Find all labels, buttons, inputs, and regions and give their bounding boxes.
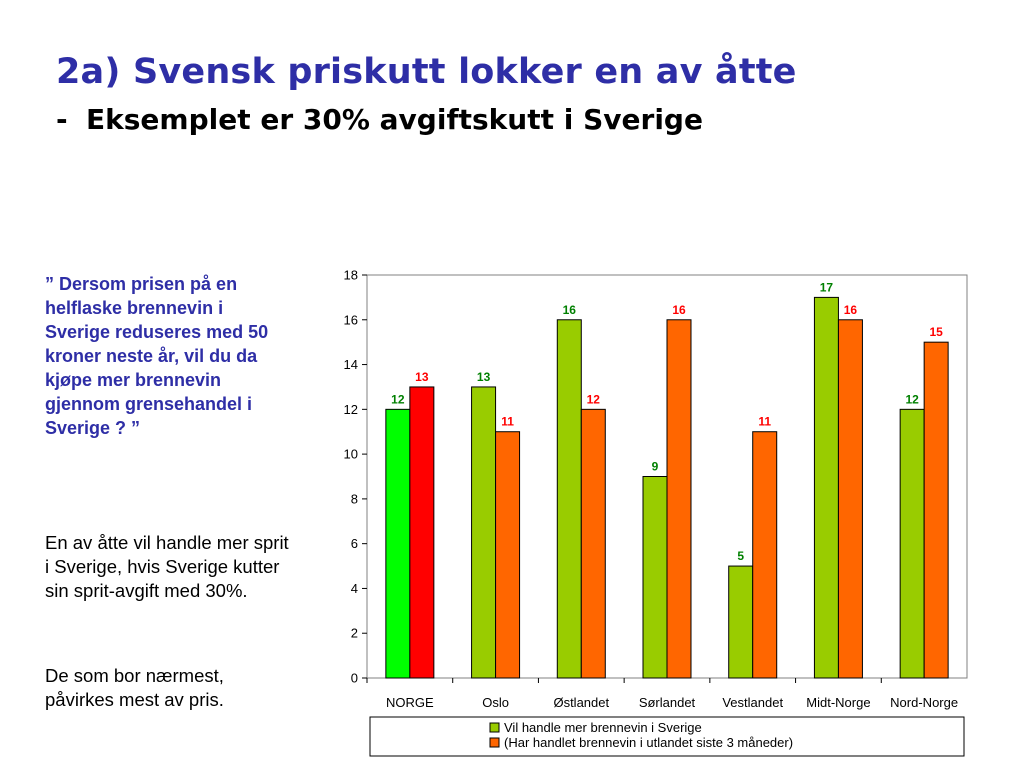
bar: [580, 408, 606, 679]
bar: [556, 319, 582, 679]
data-label: 16: [844, 303, 858, 317]
finding-paragraph: En av åtte vil handle mer sprit i Sverig…: [45, 532, 289, 601]
subtitle-text: Eksemplet er 30% avgiftskutt i Sverige: [86, 103, 703, 136]
y-tick-label: 6: [351, 536, 358, 551]
y-tick-label: 16: [344, 312, 358, 327]
bar-chart: 0 2 4 6 8 10 12 14 16 18 NORGE Oslo Østlandet Sørland…: [344, 268, 968, 757]
y-tick-label: 18: [344, 268, 358, 283]
data-label: 13: [415, 370, 429, 384]
legend: [369, 716, 965, 757]
data-label: 11: [758, 415, 771, 429]
data-label: 16: [672, 303, 686, 317]
bar: [813, 296, 839, 679]
y-tick-label: 12: [344, 402, 358, 417]
y-tick-label: 14: [344, 357, 358, 372]
data-label: 13: [477, 370, 491, 384]
data-label: 17: [820, 280, 834, 294]
bar: [752, 431, 778, 679]
y-tick-label: 8: [351, 491, 358, 506]
legend-entry: (Har handlet brennevin i utlandet siste …: [504, 735, 793, 750]
data-label: 16: [563, 303, 577, 317]
survey-question: ” Dersom prisen på en helflaske brennevi…: [45, 274, 269, 438]
bar: [471, 386, 497, 679]
y-tick-label: 4: [351, 581, 358, 596]
x-tick-label: NORGE: [386, 695, 434, 710]
legend-swatch: [489, 737, 500, 748]
bar: [666, 319, 692, 679]
bar: [495, 431, 521, 679]
bar: [728, 565, 754, 679]
y-tick-label: 0: [351, 671, 358, 686]
y-tick-label: 2: [351, 626, 358, 641]
x-tick-label: Nord-Norge: [890, 695, 958, 710]
bar: [899, 408, 925, 679]
bar: [642, 476, 668, 679]
data-label: 12: [587, 392, 601, 406]
data-label: 5: [737, 549, 744, 563]
data-label: 15: [929, 325, 943, 339]
bar: [409, 386, 435, 679]
conclusion-paragraph: De som bor nærmest, påvirkes mest av pri…: [45, 665, 224, 710]
x-tick-label: Oslo: [482, 695, 509, 710]
x-tick-label: Østlandet: [553, 695, 609, 710]
subtitle-dash: -: [56, 103, 68, 136]
y-tick-label: 10: [344, 447, 358, 462]
bar: [385, 408, 411, 679]
x-tick-label: Vestlandet: [722, 695, 783, 710]
bar: [837, 319, 863, 679]
x-tick-label: Midt-Norge: [806, 695, 870, 710]
page-title: 2a) Svensk priskutt lokker en av åtte: [56, 52, 797, 92]
bar: [923, 341, 949, 679]
data-label: 12: [905, 392, 919, 406]
legend-entry: Vil handle mer brennevin i Sverige: [504, 720, 702, 735]
data-label: 9: [652, 460, 659, 474]
legend-swatch: [489, 722, 500, 733]
x-tick-label: Sørlandet: [639, 695, 696, 710]
data-label: 11: [501, 415, 514, 429]
data-label: 12: [391, 392, 405, 406]
page-subtitle: - Eksemplet er 30% avgiftskutt i Sverige: [56, 103, 703, 136]
